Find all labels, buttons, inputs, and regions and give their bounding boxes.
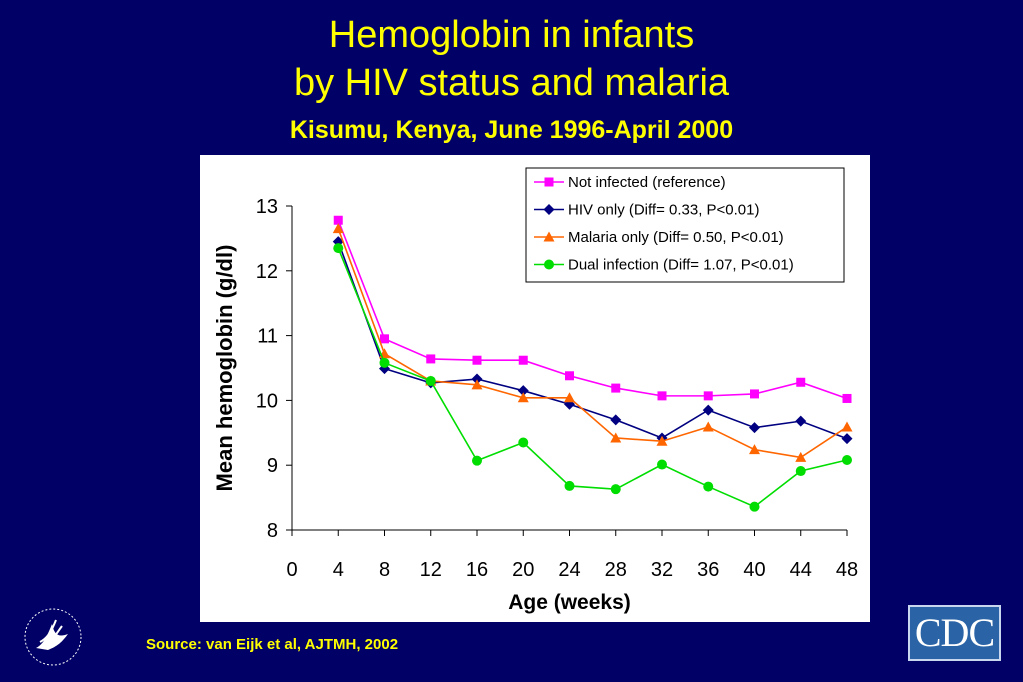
legend-label-dual-infection: Dual infection (Diff= 1.07, P<0.01) <box>568 257 794 274</box>
data-point-dual-infection <box>610 484 621 495</box>
data-point-not-infected <box>796 377 806 387</box>
data-point-not-infected <box>657 391 667 401</box>
x-tick-label: 12 <box>420 559 442 581</box>
y-tick-label: 11 <box>257 326 278 348</box>
x-tick-label: 8 <box>379 559 390 581</box>
legend-label-malaria-only: Malaria only (Diff= 0.50, P<0.01) <box>568 229 784 246</box>
data-point-not-infected <box>565 371 574 381</box>
legend-marker-dual-infection <box>544 259 554 270</box>
series-line-dual-infection <box>337 247 848 508</box>
data-point-dual-infection <box>657 459 667 470</box>
y-tick-label: 13 <box>256 196 278 218</box>
legend-marker-not-infected <box>544 177 554 187</box>
data-point-dual-infection <box>749 501 760 512</box>
chart-panel: 8 9 10 11 12 13 0 4 8 12 16 20 24 28 32 36 40 44 48 Age (we… <box>200 155 870 622</box>
x-tick-label: 32 <box>651 559 673 581</box>
x-tick-label: 16 <box>466 559 488 581</box>
data-point-dual-infection <box>518 437 529 448</box>
data-point-malaria-only <box>610 432 622 443</box>
x-axis-label: Age (weeks) <box>508 591 631 614</box>
data-point-hiv-only <box>517 385 529 397</box>
x-tick-label: 4 <box>333 559 344 581</box>
x-tick-label: 24 <box>558 559 580 581</box>
data-point-dual-infection <box>425 375 436 386</box>
data-point-hiv-only <box>610 414 622 426</box>
x-tick-label: 48 <box>836 559 858 581</box>
x-tick-label: 40 <box>743 559 765 581</box>
data-point-dual-infection <box>333 243 344 254</box>
y-axis-label: Mean hemoglobin (g/dl) <box>212 245 237 492</box>
legend-label-hiv-only: HIV only (Diff= 0.33, P<0.01) <box>568 202 760 219</box>
series-line-malaria-only <box>337 228 848 459</box>
data-point-dual-infection <box>379 357 390 368</box>
data-point-dual-infection <box>842 455 852 466</box>
cdc-logo: CDC <box>908 605 1001 661</box>
data-point-hiv-only <box>749 422 760 434</box>
data-point-dual-infection <box>564 480 575 491</box>
series-line-not-infected <box>337 219 848 400</box>
data-point-malaria-only <box>749 444 760 455</box>
x-tick-label: 44 <box>790 559 812 581</box>
data-point-hiv-only <box>841 433 853 445</box>
data-point-not-infected <box>380 334 389 344</box>
data-point-not-infected <box>518 355 528 365</box>
legend-marker-hiv-only <box>543 204 555 215</box>
x-tick-label: 28 <box>605 559 627 581</box>
legend-box <box>525 167 845 283</box>
series-line-hiv-only <box>337 241 848 440</box>
slide-title-line-2: by HIV status and malaria <box>293 62 730 104</box>
data-point-not-infected <box>472 355 482 365</box>
data-point-malaria-only <box>517 392 529 403</box>
data-point-not-infected <box>842 393 852 403</box>
data-point-malaria-only <box>841 421 853 432</box>
x-tick-label: 20 <box>512 559 534 581</box>
data-point-malaria-only <box>656 435 668 446</box>
data-point-malaria-only <box>471 379 483 390</box>
y-tick-label: 12 <box>256 261 278 283</box>
data-point-hiv-only <box>471 373 483 385</box>
data-point-malaria-only <box>332 223 344 234</box>
data-point-dual-infection <box>472 455 482 466</box>
x-tick-label: 0 <box>286 559 297 581</box>
data-point-malaria-only <box>564 392 575 403</box>
slide-title-line-1: Hemoglobin in infants <box>328 14 695 56</box>
y-tick-label: 10 <box>256 390 278 412</box>
data-point-not-infected <box>611 383 621 393</box>
data-point-dual-infection <box>795 466 806 477</box>
data-point-hiv-only <box>702 404 714 416</box>
hhs-eagle-seal-icon <box>18 604 88 670</box>
data-point-not-infected <box>703 391 713 401</box>
y-tick-label: 8 <box>267 520 278 542</box>
x-tick-label: 36 <box>697 559 719 581</box>
data-point-not-infected <box>333 215 343 225</box>
slide-subtitle: Kisumu, Kenya, June 1996-April 2000 <box>289 116 734 144</box>
data-point-not-infected <box>426 354 436 364</box>
data-point-malaria-only <box>795 451 807 462</box>
legend-marker-malaria-only <box>543 231 555 242</box>
data-point-malaria-only <box>702 421 714 432</box>
data-point-dual-infection <box>703 481 714 492</box>
data-point-hiv-only <box>795 415 807 427</box>
source-citation: Source: van Eijk et al, AJTMH, 2002 <box>146 636 399 653</box>
data-point-not-infected <box>750 389 759 399</box>
legend-label-not-infected: Not infected (reference) <box>568 174 726 191</box>
y-tick-label: 9 <box>267 455 278 477</box>
